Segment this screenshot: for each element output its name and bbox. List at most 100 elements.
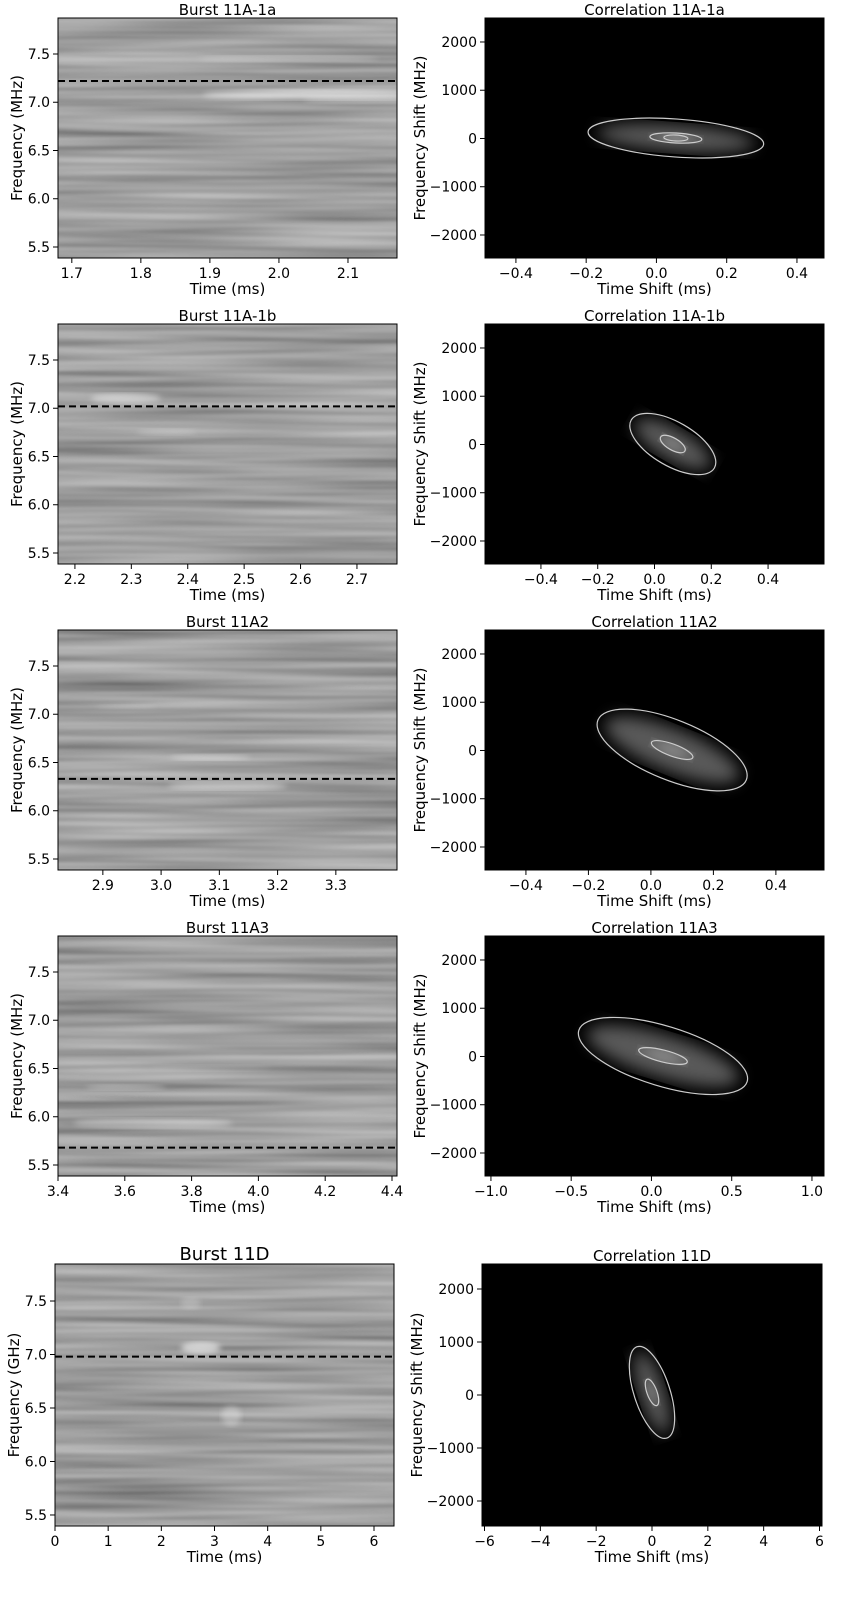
y-tick-label: 6.5 xyxy=(28,449,50,465)
plot-area xyxy=(58,324,397,564)
y-tick-label: 6.5 xyxy=(28,1061,50,1077)
burst-emission xyxy=(180,1297,201,1310)
burst-emission xyxy=(136,429,197,435)
spectrogram-image xyxy=(58,630,397,870)
y-axis-label: Frequency Shift (MHz) xyxy=(411,668,429,833)
x-tick-label: 3 xyxy=(210,1534,219,1550)
x-axis-label: Time (ms) xyxy=(186,1548,263,1566)
y-tick-label: 1000 xyxy=(441,695,477,711)
y-tick-label: 6.0 xyxy=(25,1454,47,1470)
panel-title: Burst 11A-1b xyxy=(179,307,277,325)
x-tick-label: 3.0 xyxy=(150,878,172,894)
y-tick-label: −2000 xyxy=(430,840,477,856)
spectrogram-image xyxy=(58,936,397,1176)
y-tick-label: 6.5 xyxy=(25,1401,47,1417)
y-tick-label: −1000 xyxy=(430,792,477,808)
burst-emission xyxy=(180,1341,221,1354)
correlation-glow xyxy=(653,742,691,758)
contour xyxy=(663,134,689,142)
y-tick-label: 2000 xyxy=(441,35,477,51)
y-axis-label: Frequency (MHz) xyxy=(8,381,26,507)
y-tick-label: 1000 xyxy=(438,1335,474,1351)
plot-area xyxy=(485,18,824,258)
panel-title: Burst 11D xyxy=(179,1244,269,1265)
x-axis-label: Time Shift (ms) xyxy=(596,586,711,604)
x-tick-label: 0.4 xyxy=(765,878,787,894)
y-tick-label: 0 xyxy=(468,743,477,759)
x-tick-label: 2.4 xyxy=(177,572,199,588)
x-tick-label: −2 xyxy=(586,1534,607,1550)
x-axis-label: Time Shift (ms) xyxy=(596,1198,711,1216)
y-tick-label: 2000 xyxy=(441,953,477,969)
correlation-glow xyxy=(641,1049,685,1063)
x-axis-label: Time Shift (ms) xyxy=(596,892,711,910)
x-tick-label: 0.0 xyxy=(640,878,662,894)
y-tick-label: 5.5 xyxy=(28,852,50,868)
panel-title: Burst 11A-1a xyxy=(179,1,277,19)
x-tick-label: −4 xyxy=(530,1534,551,1550)
y-axis-label: Frequency (MHz) xyxy=(8,75,26,201)
panel-title: Correlation 11A-1b xyxy=(584,307,725,325)
x-tick-label: 3.4 xyxy=(47,1184,69,1200)
x-tick-label: 2.6 xyxy=(289,572,311,588)
y-tick-label: −2000 xyxy=(427,1494,474,1510)
x-tick-label: 1.7 xyxy=(61,266,83,282)
contour xyxy=(587,117,765,159)
y-axis-label: Frequency (MHz) xyxy=(8,687,26,813)
y-tick-label: 2000 xyxy=(441,647,477,663)
y-tick-label: 7.5 xyxy=(28,353,50,369)
y-tick-label: 5.5 xyxy=(25,1508,47,1524)
y-tick-label: 7.0 xyxy=(28,95,50,111)
x-axis-label: Time Shift (ms) xyxy=(596,280,711,298)
panel-title: Correlation 11A3 xyxy=(591,919,717,937)
x-tick-label: −0.2 xyxy=(571,878,605,894)
x-axis-label: Time Shift (ms) xyxy=(594,1548,709,1566)
y-tick-label: 6.0 xyxy=(28,192,50,208)
y-tick-label: 1000 xyxy=(441,83,477,99)
y-axis-label: Frequency Shift (MHz) xyxy=(411,974,429,1139)
y-tick-label: 7.5 xyxy=(28,965,50,981)
contour xyxy=(629,412,717,476)
x-tick-label: 0.4 xyxy=(757,572,779,588)
y-tick-label: −1000 xyxy=(430,180,477,196)
contour xyxy=(644,1378,660,1407)
plot-frame xyxy=(54,1263,395,1527)
x-tick-label: −0.2 xyxy=(581,572,615,588)
spectrogram-image xyxy=(58,18,397,258)
x-tick-label: 5 xyxy=(316,1534,325,1550)
y-tick-label: 6.5 xyxy=(28,755,50,771)
x-axis-label: Time (ms) xyxy=(189,280,266,298)
x-tick-label: −0.4 xyxy=(524,572,558,588)
x-tick-label: 2.9 xyxy=(92,878,114,894)
x-axis-label: Time (ms) xyxy=(189,586,266,604)
y-tick-label: 7.0 xyxy=(28,1013,50,1029)
y-tick-label: 0 xyxy=(465,1388,474,1404)
x-tick-label: 3.1 xyxy=(208,878,230,894)
x-tick-label: 2 xyxy=(157,1534,166,1550)
y-tick-label: 6.0 xyxy=(28,804,50,820)
y-tick-label: 2000 xyxy=(441,341,477,357)
burst-emission xyxy=(167,782,288,790)
x-tick-label: 0.0 xyxy=(643,572,665,588)
y-tick-label: −2000 xyxy=(430,1146,477,1162)
y-axis-label: Frequency Shift (MHz) xyxy=(411,56,429,221)
burst-emission xyxy=(303,95,397,104)
spectrogram-image xyxy=(55,1264,394,1526)
y-axis-label: Frequency (GHz) xyxy=(5,1333,23,1458)
x-tick-label: −0.4 xyxy=(499,266,533,282)
correlation-glow xyxy=(646,1380,658,1405)
burst-emission xyxy=(198,55,379,62)
burst-emission xyxy=(85,1084,166,1091)
x-tick-label: 0.0 xyxy=(645,266,667,282)
x-tick-label: 3.2 xyxy=(266,878,288,894)
x-tick-label: 2 xyxy=(703,1534,712,1550)
plot-area xyxy=(58,936,397,1176)
contour xyxy=(649,132,703,144)
x-tick-label: 6 xyxy=(370,1534,379,1550)
y-tick-label: −1000 xyxy=(430,486,477,502)
burst-emission xyxy=(90,393,161,404)
y-tick-label: 7.5 xyxy=(28,659,50,675)
contour xyxy=(628,1345,676,1439)
y-tick-label: 5.5 xyxy=(28,546,50,562)
y-tick-label: 1000 xyxy=(441,1001,477,1017)
